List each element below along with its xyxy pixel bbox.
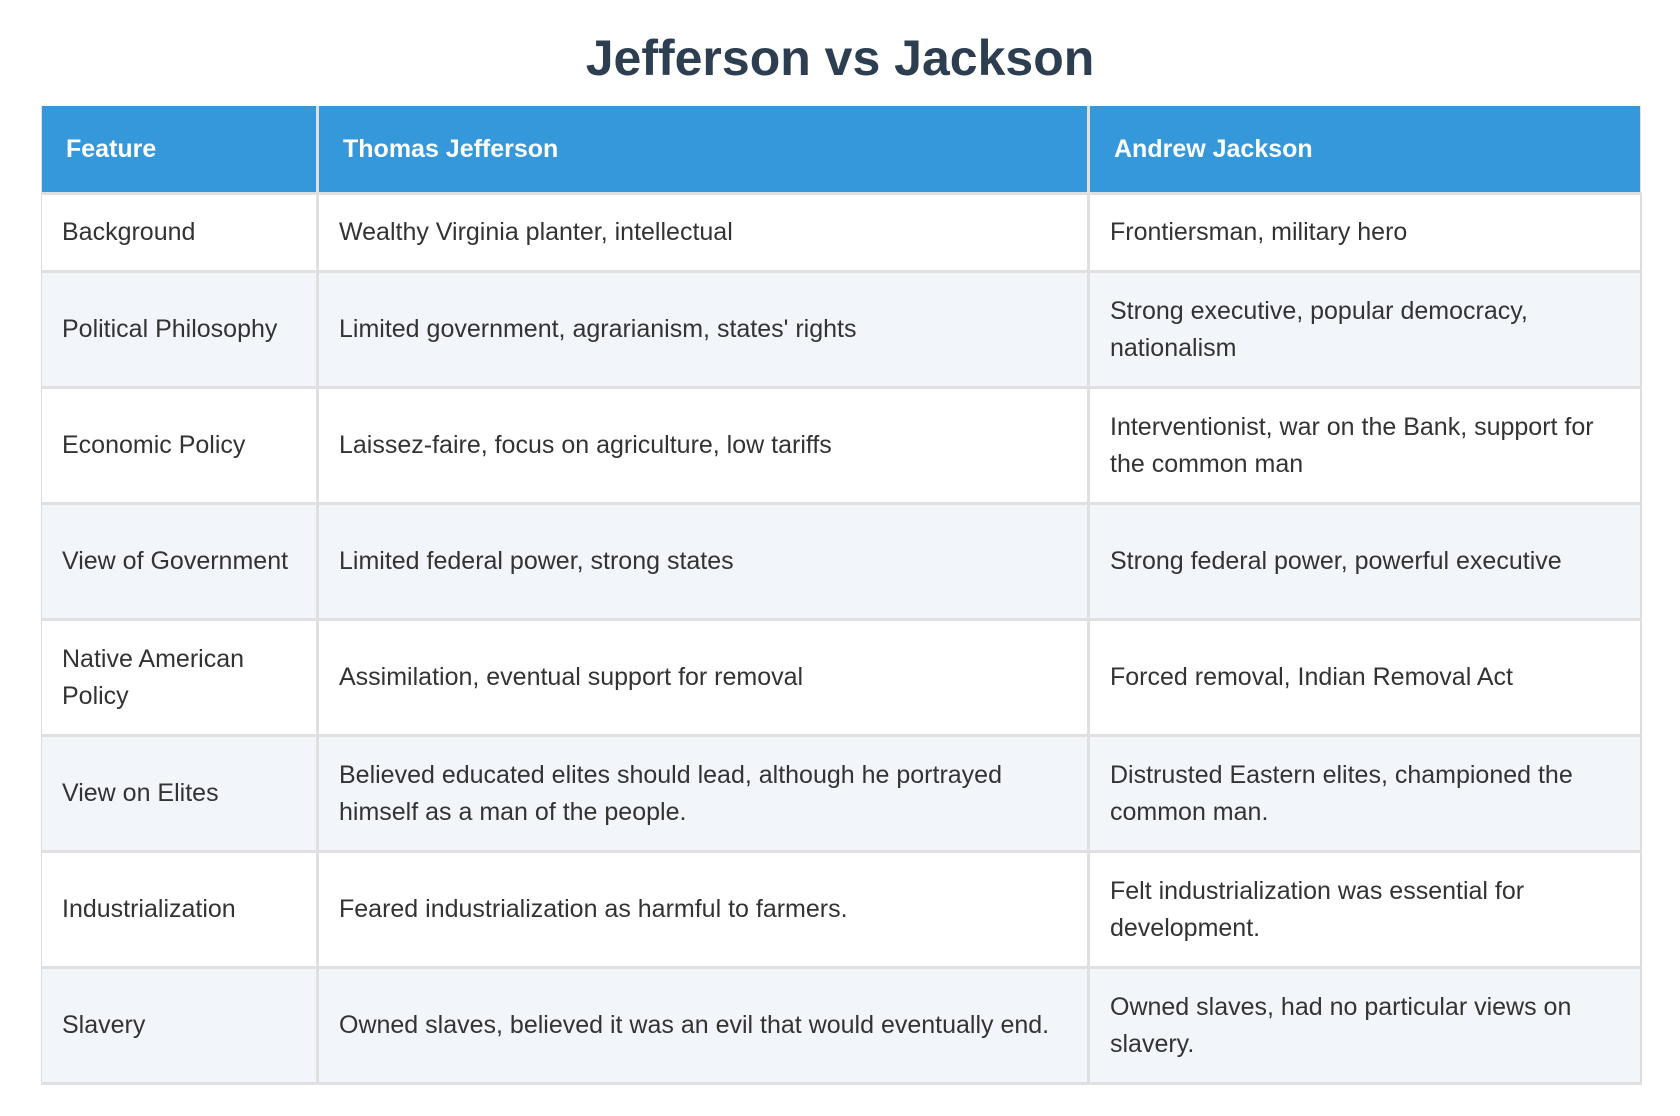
jefferson-cell: Owned slaves, believed it was an evil th…: [316, 966, 1090, 1085]
table-row: Industrialization Feared industrializati…: [41, 850, 1642, 969]
jackson-cell: Interventionist, war on the Bank, suppor…: [1087, 386, 1642, 505]
feature-cell: Native American Policy: [41, 618, 319, 737]
table-row: Political Philosophy Limited government,…: [41, 270, 1642, 389]
jackson-cell: Forced removal, Indian Removal Act: [1087, 618, 1642, 737]
column-header-jefferson: Thomas Jefferson: [316, 106, 1090, 195]
page-title: Jefferson vs Jackson: [585, 30, 1095, 86]
feature-cell: Political Philosophy: [41, 270, 319, 389]
jefferson-cell: Feared industrialization as harmful to f…: [316, 850, 1090, 969]
feature-cell: Background: [41, 192, 319, 273]
table-header-row: Feature Thomas Jefferson Andrew Jackson: [41, 106, 1641, 195]
jefferson-cell: Assimilation, eventual support for remov…: [316, 618, 1090, 737]
jackson-cell: Felt industrialization was essential for…: [1087, 850, 1642, 969]
table-row: View of Government Limited federal power…: [41, 502, 1642, 621]
jackson-cell: Strong federal power, powerful executive: [1087, 502, 1642, 621]
jefferson-cell: Limited government, agrarianism, states'…: [316, 270, 1090, 389]
table-row: Economic Policy Laissez-faire, focus on …: [41, 386, 1642, 505]
column-header-jackson: Andrew Jackson: [1087, 106, 1641, 195]
jackson-cell: Frontiersman, military hero: [1087, 192, 1642, 273]
jefferson-cell: Limited federal power, strong states: [316, 502, 1090, 621]
jefferson-cell: Wealthy Virginia planter, intellectual: [316, 192, 1090, 273]
jackson-cell: Owned slaves, had no particular views on…: [1087, 966, 1642, 1085]
feature-cell: Economic Policy: [41, 386, 319, 505]
table-row: Slavery Owned slaves, believed it was an…: [41, 966, 1642, 1085]
jefferson-cell: Laissez-faire, focus on agriculture, low…: [316, 386, 1090, 505]
feature-cell: Industrialization: [41, 850, 319, 969]
jackson-cell: Strong executive, popular democracy, nat…: [1087, 270, 1642, 389]
table-row: Native American Policy Assimilation, eve…: [41, 618, 1642, 737]
table-row: View on Elites Believed educated elites …: [41, 734, 1642, 853]
jefferson-cell: Believed educated elites should lead, al…: [316, 734, 1090, 853]
comparison-table: Feature Thomas Jefferson Andrew Jackson …: [41, 106, 1642, 1085]
column-header-feature: Feature: [41, 106, 319, 195]
jackson-cell: Distrusted Eastern elites, championed th…: [1087, 734, 1642, 853]
feature-cell: View on Elites: [41, 734, 319, 853]
table-row: Background Wealthy Virginia planter, int…: [41, 192, 1642, 273]
feature-cell: View of Government: [41, 502, 319, 621]
feature-cell: Slavery: [41, 966, 319, 1085]
